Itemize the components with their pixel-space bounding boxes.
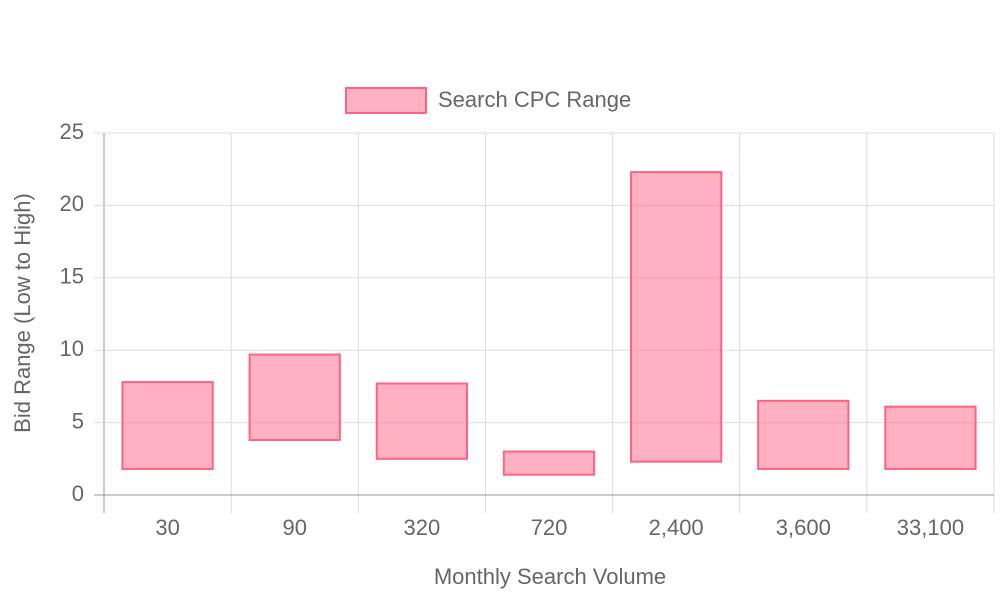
y-tick-label: 15 [60, 264, 84, 289]
x-tick-label: 2,400 [649, 515, 704, 540]
y-tick-label: 10 [60, 336, 84, 361]
x-tick-label: 33,100 [897, 515, 964, 540]
bar [630, 171, 723, 463]
x-tick-label: 90 [282, 515, 306, 540]
bar [757, 399, 850, 470]
y-tick-label: 5 [72, 408, 84, 433]
x-tick-label: 720 [531, 515, 568, 540]
y-tick-label: 0 [72, 481, 84, 506]
bar [248, 353, 341, 441]
x-tick-label: 320 [403, 515, 440, 540]
bar [502, 450, 596, 476]
x-axis-title: Monthly Search Volume [434, 564, 666, 589]
y-tick-label: 20 [60, 191, 84, 216]
legend-swatch [345, 87, 427, 114]
y-axis-title: Bid Range (Low to High) [10, 193, 35, 433]
x-tick-label: 3,600 [776, 515, 831, 540]
legend-label: Search CPC Range [438, 87, 631, 112]
bar [121, 381, 214, 470]
y-tick-label: 25 [60, 119, 84, 144]
x-tick-label: 30 [155, 515, 179, 540]
bar [884, 405, 977, 470]
bar [375, 382, 468, 460]
